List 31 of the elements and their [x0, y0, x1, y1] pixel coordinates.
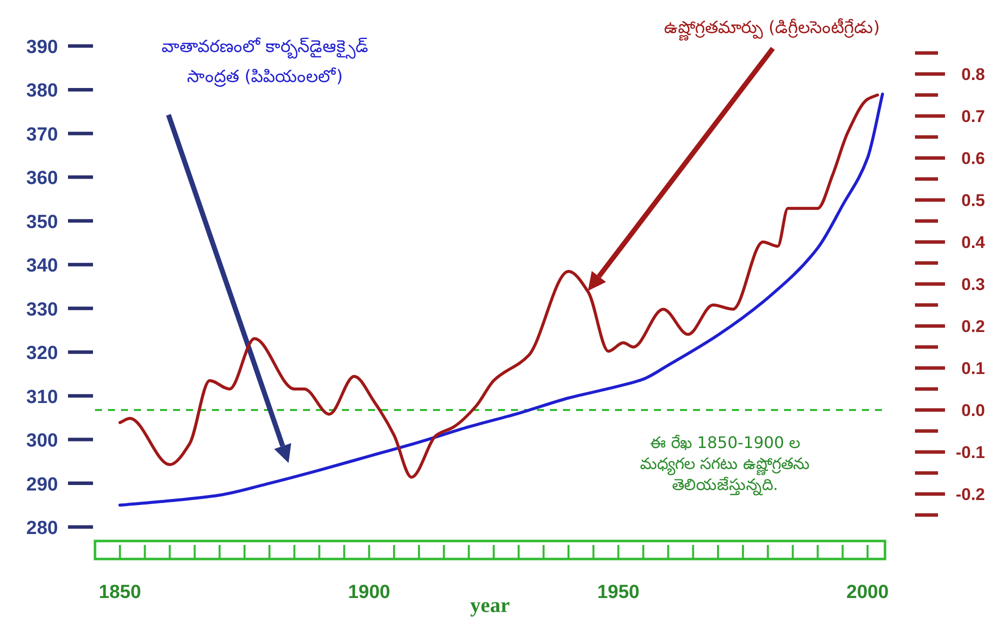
- y-tick-label: 310: [26, 386, 58, 408]
- y-tick-label: 290: [26, 474, 58, 496]
- y-tick-label: 340: [26, 256, 58, 277]
- y2-tick-label: 0.1: [961, 359, 985, 378]
- y-tick-label: 380: [26, 80, 58, 102]
- y2-tick-label: 0.2: [961, 317, 985, 336]
- y-tick-label: 370: [26, 124, 58, 146]
- y-tick-label: 350: [26, 212, 58, 233]
- y-tick-label: 280: [26, 518, 58, 539]
- x-tick-label: 1850: [98, 582, 142, 603]
- y2-tick-label: 0.3: [961, 275, 985, 294]
- y-tick-label: 300: [26, 430, 58, 452]
- y2-tick-label: 0.0: [961, 401, 985, 420]
- x-tick-label: 1900: [348, 582, 390, 603]
- x-tick-label: 2000: [846, 582, 889, 603]
- y2-tick-label: 0.4: [961, 233, 986, 252]
- x-axis-title: year: [470, 593, 510, 617]
- y-tick-label: 330: [26, 299, 58, 320]
- y2-tick-label: 0.5: [961, 191, 985, 210]
- y2-tick-label: 0.6: [961, 149, 985, 168]
- y2-tick-label: 0.8: [961, 65, 985, 84]
- text: ఉష్ణోగ్రతమార్పు (డిగ్రీలసెంటీగ్రేడు): [664, 18, 880, 41]
- annotation: ఈ రేఖ 1850-1900 ల మధ్యగల సగటు ఉష్ణోగ్రతను తెలియజేస్తున్నది.: [640, 433, 810, 494]
- y2-tick-label: -0.2: [956, 485, 985, 504]
- x-tick-label: 1950: [597, 582, 640, 603]
- y-tick-label: 320: [26, 343, 58, 364]
- text: వాతావరణంలో కార్బన్‌డైఆక్సైడ్ సాంద్రత (పిపియంలలో): [161, 37, 369, 87]
- y-tick-label: 390: [26, 37, 58, 58]
- y-tick-label: 360: [26, 168, 58, 190]
- y2-tick-label: -0.1: [956, 443, 985, 462]
- y2-tick-label: 0.7: [961, 107, 985, 126]
